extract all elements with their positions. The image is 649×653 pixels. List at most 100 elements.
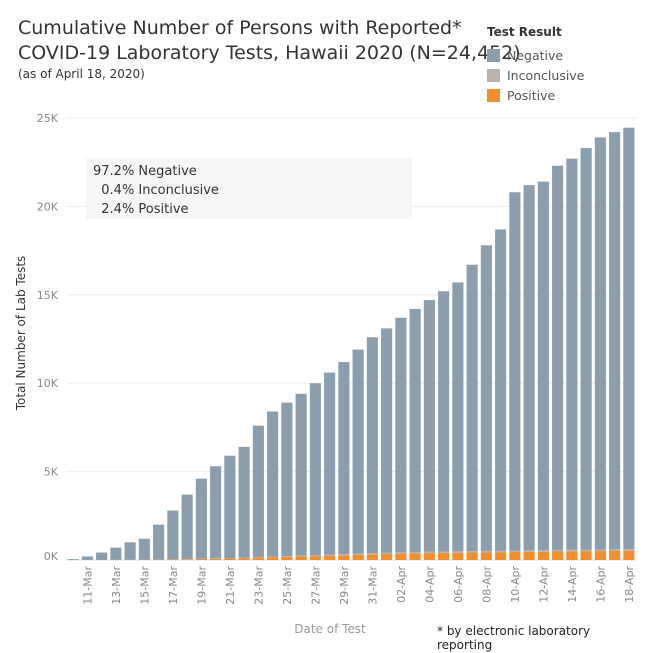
- bar-inconclusive[interactable]: [252, 556, 264, 558]
- bar-positive[interactable]: [537, 551, 549, 560]
- bar-positive[interactable]: [509, 552, 521, 560]
- bar-negative[interactable]: [138, 538, 150, 560]
- bar-positive[interactable]: [466, 552, 478, 560]
- bar-positive[interactable]: [423, 553, 435, 560]
- bar-negative[interactable]: [153, 524, 165, 560]
- bar-negative[interactable]: [423, 300, 435, 552]
- bar-negative[interactable]: [566, 158, 578, 550]
- bar-negative[interactable]: [124, 542, 136, 560]
- bar-negative[interactable]: [381, 328, 393, 553]
- bar-inconclusive[interactable]: [466, 551, 478, 553]
- bar-positive[interactable]: [552, 551, 564, 560]
- bar-inconclusive[interactable]: [509, 550, 521, 553]
- bar-inconclusive[interactable]: [552, 549, 564, 552]
- bar-negative[interactable]: [324, 372, 336, 555]
- bar-negative[interactable]: [295, 393, 307, 556]
- bar-inconclusive[interactable]: [452, 551, 464, 553]
- bar-inconclusive[interactable]: [295, 555, 307, 557]
- bar-negative[interactable]: [110, 547, 122, 560]
- bar-positive[interactable]: [352, 554, 364, 560]
- bar-negative[interactable]: [96, 552, 108, 560]
- bar-negative[interactable]: [167, 510, 179, 560]
- bar-negative[interactable]: [438, 291, 450, 552]
- bar-negative[interactable]: [366, 337, 378, 554]
- bar-positive[interactable]: [210, 558, 222, 560]
- bar-inconclusive[interactable]: [324, 554, 336, 556]
- bar-inconclusive[interactable]: [623, 549, 635, 551]
- bar-inconclusive[interactable]: [609, 549, 621, 551]
- bar-positive[interactable]: [267, 557, 279, 560]
- bar-negative[interactable]: [195, 478, 207, 559]
- bar-inconclusive[interactable]: [537, 550, 549, 552]
- bar-inconclusive[interactable]: [438, 551, 450, 553]
- bar-inconclusive[interactable]: [381, 552, 393, 554]
- bar-negative[interactable]: [67, 559, 79, 560]
- bar-positive[interactable]: [395, 553, 407, 560]
- bar-negative[interactable]: [537, 181, 549, 551]
- bar-inconclusive[interactable]: [409, 552, 421, 554]
- bar-negative[interactable]: [267, 411, 279, 557]
- bar-negative[interactable]: [224, 455, 236, 559]
- bar-positive[interactable]: [324, 555, 336, 560]
- bar-negative[interactable]: [181, 494, 193, 560]
- legend-item-negative[interactable]: Negative: [487, 45, 584, 65]
- bar-inconclusive[interactable]: [594, 549, 606, 552]
- bar-positive[interactable]: [238, 558, 250, 560]
- bar-positive[interactable]: [523, 551, 535, 560]
- bar-negative[interactable]: [452, 282, 464, 552]
- bar-inconclusive[interactable]: [580, 549, 592, 552]
- bar-negative[interactable]: [210, 466, 222, 559]
- bar-inconclusive[interactable]: [352, 553, 364, 555]
- bar-negative[interactable]: [338, 361, 350, 555]
- bar-inconclusive[interactable]: [423, 551, 435, 554]
- bar-negative[interactable]: [495, 229, 507, 551]
- bar-positive[interactable]: [181, 559, 193, 560]
- bar-negative[interactable]: [309, 383, 321, 556]
- bar-positive[interactable]: [609, 550, 621, 560]
- bar-negative[interactable]: [523, 185, 535, 551]
- bar-positive[interactable]: [224, 558, 236, 560]
- bar-negative[interactable]: [594, 137, 606, 550]
- bar-positive[interactable]: [409, 553, 421, 560]
- bar-inconclusive[interactable]: [523, 550, 535, 552]
- bar-negative[interactable]: [409, 308, 421, 553]
- bar-inconclusive[interactable]: [267, 556, 279, 558]
- bar-negative[interactable]: [609, 132, 621, 550]
- bar-negative[interactable]: [509, 192, 521, 551]
- bar-negative[interactable]: [466, 264, 478, 552]
- legend-item-positive[interactable]: Positive: [487, 85, 584, 105]
- bar-positive[interactable]: [195, 559, 207, 560]
- bar-positive[interactable]: [381, 553, 393, 560]
- bar-inconclusive[interactable]: [366, 553, 378, 555]
- bar-inconclusive[interactable]: [238, 557, 250, 559]
- bar-inconclusive[interactable]: [338, 554, 350, 556]
- bar-negative[interactable]: [81, 556, 93, 560]
- bar-negative[interactable]: [395, 317, 407, 553]
- bar-positive[interactable]: [623, 550, 635, 560]
- bar-negative[interactable]: [623, 127, 635, 550]
- bar-positive[interactable]: [452, 552, 464, 560]
- bar-inconclusive[interactable]: [395, 552, 407, 554]
- bar-positive[interactable]: [594, 551, 606, 560]
- legend-item-inconclusive[interactable]: Inconclusive: [487, 65, 584, 85]
- bar-negative[interactable]: [480, 245, 492, 551]
- bar-negative[interactable]: [238, 446, 250, 558]
- bar-positive[interactable]: [366, 554, 378, 560]
- bar-negative[interactable]: [281, 402, 293, 557]
- bar-positive[interactable]: [566, 551, 578, 560]
- bar-inconclusive[interactable]: [281, 556, 293, 557]
- bar-negative[interactable]: [580, 148, 592, 550]
- bar-negative[interactable]: [552, 165, 564, 550]
- bar-positive[interactable]: [252, 557, 264, 560]
- bar-positive[interactable]: [281, 556, 293, 560]
- bar-positive[interactable]: [495, 552, 507, 560]
- bar-inconclusive[interactable]: [480, 550, 492, 553]
- bar-negative[interactable]: [352, 349, 364, 554]
- bar-positive[interactable]: [295, 556, 307, 560]
- bar-positive[interactable]: [580, 551, 592, 560]
- bar-negative[interactable]: [252, 425, 264, 557]
- bar-positive[interactable]: [309, 556, 321, 560]
- bar-positive[interactable]: [438, 552, 450, 560]
- bar-inconclusive[interactable]: [309, 555, 321, 557]
- bar-positive[interactable]: [480, 552, 492, 560]
